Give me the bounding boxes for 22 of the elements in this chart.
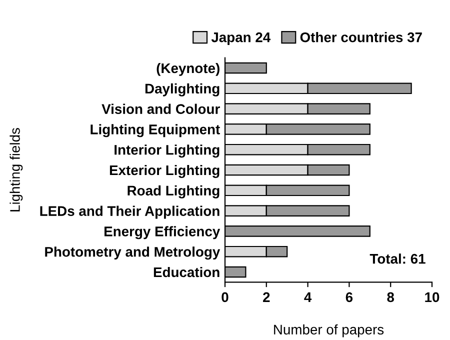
legend-label: Japan 24 [211, 32, 271, 45]
legend-label: Other countries 37 [300, 32, 422, 42]
y-axis-title: Lighting fields [10, 128, 23, 212]
y-tick-label: Exterior Lighting [110, 164, 220, 178]
y-tick-label: Photometry and Metrology [45, 246, 220, 260]
y-tick-label: Road Lighting [128, 185, 220, 198]
x-tick-label: 6 [346, 292, 353, 302]
x-tick-label: 8 [387, 292, 394, 302]
x-tick-label: 2 [263, 292, 270, 302]
x-tick-label: 4 [304, 292, 312, 302]
x-tick-label: 10 [425, 292, 440, 302]
y-tick-label: (Keynote) [156, 62, 220, 76]
x-axis-title: Number of papers [274, 324, 384, 338]
y-tick-label: Lighting Equipment [90, 124, 220, 138]
annotation: Total: 61 [370, 254, 426, 264]
y-tick-label: Education [154, 266, 220, 278]
y-tick-label: LEDs and Their Application [40, 206, 220, 219]
y-tick-label: Daylighting [145, 83, 220, 96]
y-tick-label: Energy Efficiency [104, 226, 220, 240]
y-tick-label: Vision and Colour [102, 104, 220, 114]
y-tick-label: Interior Lighting [114, 144, 220, 158]
x-tick-label: 0 [222, 292, 228, 302]
